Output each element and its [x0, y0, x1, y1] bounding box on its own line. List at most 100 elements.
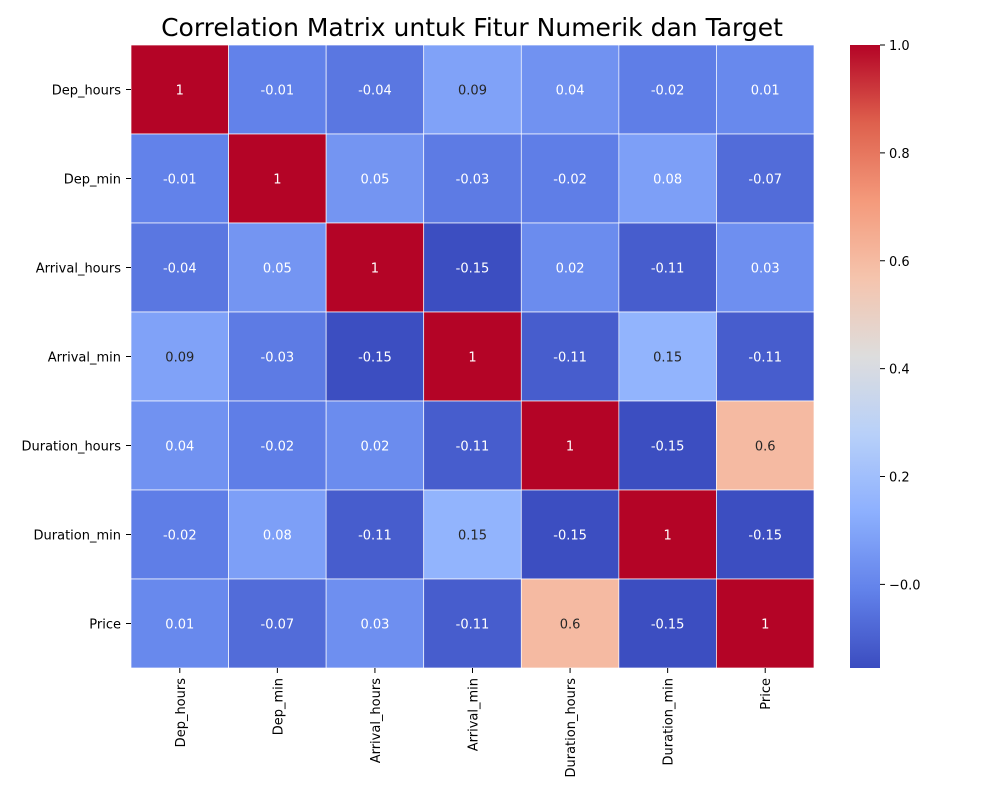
cell-value-label: -0.04: [358, 84, 392, 99]
cell-value-label: 0.02: [556, 262, 585, 277]
cell-value-label: -0.15: [651, 440, 685, 455]
y-axis: Dep_hours Dep_min Arrival_hours Arrival_min…: [21, 84, 131, 633]
cell-value-label: -0.07: [748, 173, 782, 188]
colorbar-tick-label: 0.8: [889, 147, 910, 162]
x-tick-label: Dep_hours: [174, 678, 189, 748]
heatmap-cell-Arrival_hours-Duration_hours: [520, 222, 620, 313]
cell-value-label: -0.11: [456, 440, 490, 455]
heatmap-cell-Dep_min-Duration_min: [618, 133, 717, 224]
colorbar-tick-label: 0.4: [889, 363, 910, 378]
cell-value-label: -0.07: [261, 618, 295, 633]
cell-value-label: 0.04: [556, 84, 585, 99]
cell-value-label: 0.04: [165, 440, 194, 455]
cell-value-label: 0.15: [458, 529, 487, 544]
heatmap-cell-Duration_min-Price: [716, 489, 815, 580]
cell-value-label: 0.6: [560, 618, 581, 633]
heatmap-cell-Duration_min-Dep_min: [228, 489, 327, 580]
colorbar-tick-label: −0.0: [889, 578, 921, 593]
cell-value-label: -0.01: [163, 173, 197, 188]
cell-value-label: 0.01: [751, 84, 780, 99]
heatmap-cell-Duration_hours-Dep_hours: [130, 400, 229, 491]
cell-value-label: -0.01: [261, 84, 295, 99]
heatmap-cell-Dep_min-Price: [716, 133, 815, 224]
heatmap-cell-Arrival_min-Duration_min: [618, 311, 717, 402]
cell-value-label: -0.11: [651, 262, 685, 277]
heatmap-cell-Dep_hours-Duration_min: [618, 44, 717, 135]
colorbar-tick-label: 0.6: [889, 255, 910, 270]
cell-value-label: 1: [761, 618, 769, 633]
x-tick-label: Dep_min: [271, 678, 286, 735]
x-tick-label: Price: [759, 678, 774, 710]
cell-value-label: 0.01: [165, 618, 194, 633]
cell-value-label: 0.05: [263, 262, 292, 277]
heatmap-cell-Arrival_hours-Price: [716, 222, 815, 313]
cell-value-label: -0.03: [261, 351, 295, 366]
cell-value-label: 0.09: [458, 84, 487, 99]
heatmap-cell-Price-Dep_hours: [130, 578, 229, 669]
y-tick-label: Duration_min: [34, 529, 121, 544]
cell-value-label: -0.02: [553, 173, 587, 188]
cell-value-label: 0.03: [751, 262, 780, 277]
cell-value-label: 0.08: [653, 173, 682, 188]
heatmap-cell-Dep_min-Duration_hours: [520, 133, 620, 224]
cell-value-label: -0.11: [553, 351, 587, 366]
heatmap-cell-Arrival_min-Dep_hours: [130, 311, 229, 402]
heatmap-cell-Price-Arrival_hours: [325, 578, 425, 669]
cell-value-label: -0.15: [748, 529, 782, 544]
cell-value-label: 0.08: [263, 529, 292, 544]
cell-value-label: 0.05: [360, 173, 389, 188]
heatmap-cell-Arrival_hours-Dep_min: [228, 222, 327, 313]
heatmap-cell-Arrival_min-Dep_min: [228, 311, 327, 402]
cell-value-label: 1: [566, 440, 574, 455]
heatmap-cell-Arrival_hours-Arrival_hours: [325, 222, 425, 313]
heatmap-cell-Arrival_hours-Duration_min: [618, 222, 717, 313]
colorbar-tick-label: 0.2: [889, 471, 910, 486]
heatmap-cell-Duration_hours-Arrival_hours: [325, 400, 425, 491]
cell-value-label: 1: [273, 173, 281, 188]
heatmap-cell-Dep_min-Arrival_hours: [325, 133, 425, 224]
cell-value-label: 0.02: [360, 440, 389, 455]
colorbar-gradient: [850, 45, 880, 668]
heatmap-cell-Dep_hours-Arrival_min: [423, 44, 522, 135]
cell-value-label: 1: [176, 84, 184, 99]
cell-value-label: -0.15: [456, 262, 490, 277]
x-tick-label: Duration_min: [662, 678, 677, 765]
cell-value-label: -0.03: [456, 173, 490, 188]
cell-value-label: -0.11: [456, 618, 490, 633]
cell-value-label: -0.04: [163, 262, 197, 277]
heatmap-cell-Duration_hours-Price: [716, 400, 815, 491]
cell-value-label: -0.11: [748, 351, 782, 366]
y-tick-label: Price: [89, 618, 121, 633]
cell-value-label: -0.02: [163, 529, 197, 544]
heatmap-cell-Dep_hours-Duration_hours: [520, 44, 620, 135]
x-tick-label: Duration_hours: [564, 678, 579, 778]
cell-value-label: -0.02: [261, 440, 295, 455]
heatmap-cell-Arrival_min-Arrival_min: [423, 311, 522, 402]
y-tick-label: Dep_min: [64, 173, 121, 188]
heatmap-cell-Duration_min-Arrival_min: [423, 489, 522, 580]
heatmap-cell-Price-Arrival_min: [423, 578, 522, 669]
cell-value-label: -0.15: [553, 529, 587, 544]
heatmap-cell-Arrival_min-Price: [716, 311, 815, 402]
heatmap-cell-Duration_min-Arrival_hours: [325, 489, 425, 580]
cell-annotations: 1 -0.01 -0.04 0.09 0.04 -0.02 0.01 -0.01 1 0.05 -0…: [163, 84, 782, 633]
heatmap-cell-Price-Duration_hours: [520, 578, 620, 669]
cell-value-label: 0.03: [360, 618, 389, 633]
heatmap-cells: [130, 44, 815, 669]
heatmap-cell-Duration_min-Duration_hours: [520, 489, 620, 580]
heatmap-cell-Dep_min-Dep_hours: [130, 133, 229, 224]
x-axis: Dep_hours Dep_min Arrival_hours Arrival_min…: [174, 668, 774, 778]
heatmap-cell-Price-Duration_min: [618, 578, 717, 669]
heatmap-cell-Dep_hours-Dep_hours: [130, 44, 229, 135]
cell-value-label: -0.02: [651, 84, 685, 99]
heatmap-cell-Duration_min-Dep_hours: [130, 489, 229, 580]
cell-value-label: 1: [664, 529, 672, 544]
cell-value-label: 0.09: [165, 351, 194, 366]
cell-value-label: 1: [371, 262, 379, 277]
heatmap-cell-Price-Price: [716, 578, 815, 669]
cell-value-label: 0.15: [653, 351, 682, 366]
cell-value-label: -0.11: [358, 529, 392, 544]
cell-value-label: -0.15: [358, 351, 392, 366]
colorbar: −0.0 0.2 0.4 0.6 0.8 1.0: [850, 39, 921, 668]
